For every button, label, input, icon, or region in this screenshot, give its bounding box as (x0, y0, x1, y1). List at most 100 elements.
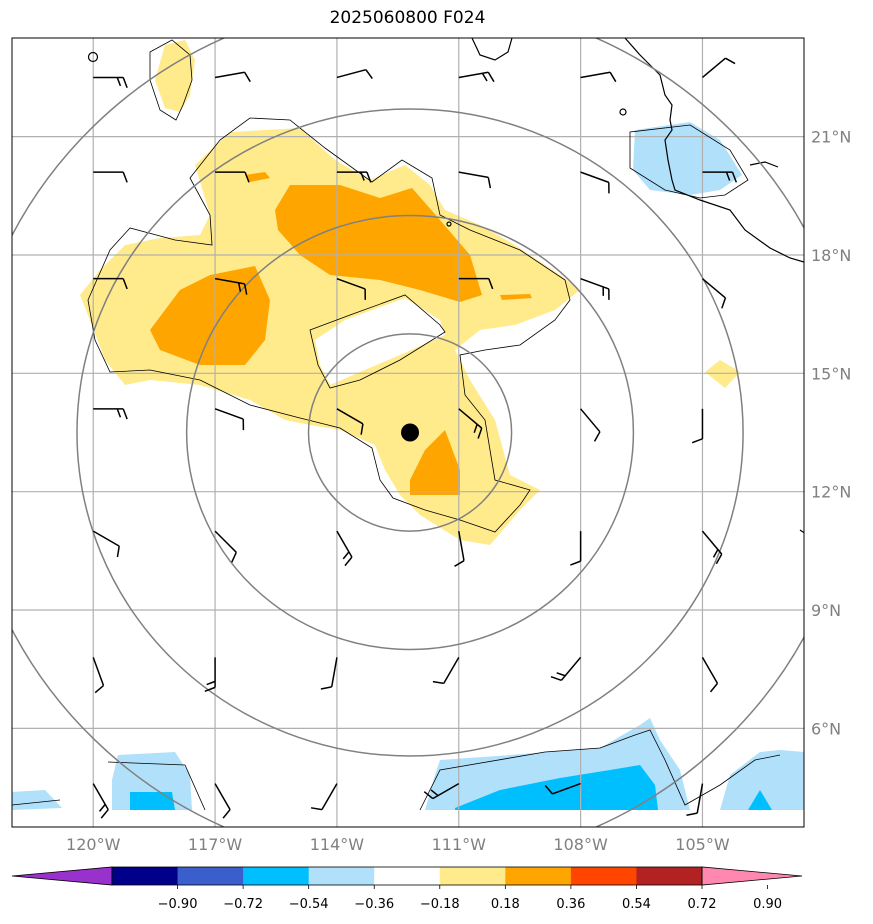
storm-center-marker (401, 423, 420, 442)
colorbar-extend-low (11, 866, 113, 886)
wind-barb (686, 783, 704, 816)
wind-barbs (92, 57, 838, 819)
wind-barb (214, 71, 251, 83)
negative-anomaly-region (633, 122, 742, 195)
negative-anomaly-region (720, 750, 804, 810)
longitude-label: 108°W (553, 835, 608, 854)
wind-barb (336, 530, 353, 567)
range-ring (307, 333, 513, 532)
deep-blue-region (748, 790, 772, 810)
wind-barb (580, 71, 617, 83)
wind-barb (691, 408, 704, 444)
colorbar: −0.90 −0.72 −0.54 −0.36 −0.18 0.18 0.36 0.54 0.7… (11, 866, 803, 912)
wind-barb (702, 171, 738, 183)
range-ring (76, 108, 744, 757)
latitude-labels: 21°N 18°N 15°N 12°N 9°N 6°N (811, 128, 851, 739)
wind-barb (214, 408, 245, 431)
wind-barb (336, 408, 364, 435)
wind-barb (92, 657, 105, 694)
wind-barb (93, 76, 128, 89)
colorbar-swatch (243, 867, 310, 885)
wind-barb (423, 782, 460, 800)
wind-barb (804, 531, 838, 541)
positive-anomaly-region (80, 128, 580, 545)
colorbar-label: 0.54 (622, 897, 651, 912)
contour-lines (12, 39, 781, 811)
orange-region (245, 172, 270, 182)
wind-barb (458, 277, 494, 290)
wind-barb (336, 277, 367, 300)
wind-barb (214, 530, 237, 563)
latitude-label: 6°N (811, 719, 841, 738)
latitude-label: 12°N (811, 483, 851, 502)
longitude-label: 117°W (188, 835, 243, 854)
colorbar-label: 0.18 (491, 897, 520, 912)
colorbar-label: −0.36 (354, 897, 394, 912)
longitude-label: 105°W (675, 835, 730, 854)
positive-anomaly-patch (155, 40, 195, 112)
wind-barb (803, 408, 804, 410)
wind-barb (93, 171, 128, 183)
latitude-label: 9°N (811, 601, 841, 620)
wind-barb (804, 77, 838, 87)
latitude-label: 15°N (811, 364, 851, 383)
latitude-label: 21°N (811, 128, 851, 147)
wind-barb (580, 277, 610, 300)
positive-anomaly-patch (705, 360, 740, 388)
wind-barb (92, 530, 120, 558)
wind-barb (458, 171, 492, 189)
colorbar-swatch (112, 867, 179, 885)
map-frame (11, 37, 805, 828)
range-rings (12, 38, 804, 827)
wind-barb (701, 530, 723, 565)
wind-barb (458, 408, 483, 439)
longitude-labels: 120°W 117°W 114°W 111°W 108°W 105°W (66, 835, 730, 854)
wind-barb (701, 656, 719, 693)
wind-barb (336, 68, 373, 80)
negative-anomaly-region (12, 790, 62, 810)
colorbar-swatch (636, 867, 703, 885)
colorbar-extend-high (701, 866, 803, 886)
wind-barb (580, 408, 601, 442)
wind-barb (701, 278, 727, 309)
colorbar-swatch (177, 867, 244, 885)
wind-barb (570, 531, 582, 566)
colorbar-swatch (505, 867, 572, 885)
colorbar-label: 0.72 (688, 897, 717, 912)
map-area (12, 38, 838, 827)
wind-barb (804, 172, 838, 182)
filled-contours (12, 40, 804, 810)
latitude-label: 18°N (811, 246, 851, 265)
wind-barb (214, 277, 248, 295)
wind-barb (432, 656, 460, 685)
colorbar-swatch (570, 867, 637, 885)
longitude-label: 120°W (66, 835, 121, 854)
deep-blue-region (455, 765, 658, 810)
orange-region (275, 185, 482, 302)
wind-barb (580, 171, 610, 194)
wind-barb (320, 657, 338, 690)
longitude-label: 111°W (432, 835, 487, 854)
wind-barb (804, 279, 838, 289)
wind-barb (214, 783, 231, 819)
colorbar-swatch (308, 867, 375, 885)
colorbar-outline (111, 866, 703, 886)
wind-barb (336, 171, 372, 183)
wind-barb (92, 783, 109, 819)
deep-blue-region (130, 792, 175, 810)
longitude-label: 114°W (310, 835, 365, 854)
wind-barb (804, 784, 838, 794)
wind-barb (204, 657, 216, 692)
wind-barb (550, 656, 582, 682)
wind-barb (544, 782, 581, 795)
wind-barb (310, 783, 338, 811)
map-title: 2025060800 F024 (329, 8, 486, 28)
wind-barb (701, 57, 736, 79)
colorbar-swatch (374, 867, 441, 885)
colorbar-label: −0.54 (289, 897, 329, 912)
wind-barb (93, 408, 128, 420)
orange-region (410, 430, 460, 495)
colorbar-label: −0.90 (158, 897, 198, 912)
colorbar-label: −0.72 (223, 897, 263, 912)
